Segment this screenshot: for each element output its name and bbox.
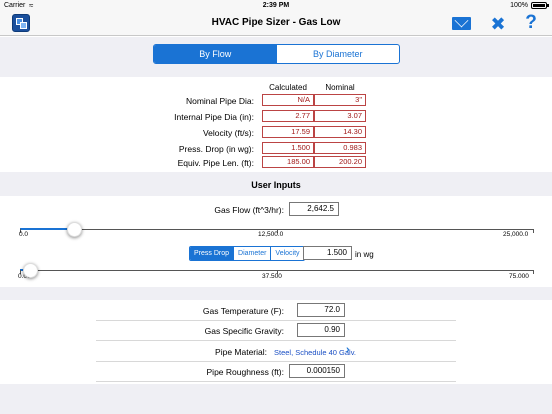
slider-tick-min (20, 229, 21, 233)
constraint-slider-max-label: 75.000 (509, 273, 529, 280)
gas-specific-gravity-label: Gas Specific Gravity: (204, 326, 284, 336)
flow-slider-max-label: 25,000.0 (503, 231, 529, 238)
gas-flow-label: Gas Flow (ft^3/hr): (214, 205, 284, 215)
result-label-velocity: Velocity (ft/s): (202, 128, 254, 138)
result-label-nominal-dia: Nominal Pipe Dia: (185, 96, 254, 106)
col-header-calculated: Calculated (269, 83, 307, 92)
result-nominal-press-drop: 0.983 (314, 142, 366, 154)
gas-temperature-label: Gas Temperature (F): (202, 306, 284, 316)
wifi-icon: ≈ (29, 1, 34, 10)
constraint-tick-mid (277, 270, 278, 274)
status-bar: Carrier ≈ 2:39 PM 100% (0, 0, 552, 12)
constraint-input[interactable]: 1.500 (303, 246, 352, 260)
result-nominal-velocity: 14.30 (314, 126, 366, 138)
flow-slider-min-label: 0.0 (19, 231, 29, 238)
battery-icon (531, 2, 549, 9)
tab-press-drop[interactable]: Press Drop (190, 247, 235, 260)
gas-specific-gravity-input[interactable]: 0.90 (297, 323, 345, 337)
tab-diameter[interactable]: Diameter (234, 247, 272, 260)
bottom-band (0, 384, 552, 414)
tab-velocity[interactable]: Velocity (275, 250, 300, 257)
result-nominal-nominal-dia: 3" (314, 94, 366, 106)
battery-percent: 100% (510, 2, 528, 9)
nav-bar: HVAC Pipe Sizer - Gas Low ✖ ? (0, 12, 552, 36)
pipe-material-label: Pipe Material: (215, 347, 267, 357)
result-nominal-internal-dia: 3.07 (314, 110, 366, 122)
slider-tick-mid (277, 229, 278, 233)
result-calculated-nominal-dia: N/A (262, 94, 314, 106)
constraint-unit: in wg (355, 250, 374, 259)
result-label-press-drop: Press. Drop (in wg): (178, 144, 254, 154)
result-label-internal-dia: Internal Pipe Dia (in): (174, 112, 254, 122)
tools-icon[interactable]: ✖ (490, 14, 506, 34)
result-calculated-equiv-len: 185.00 (262, 156, 314, 168)
tab-by-flow[interactable]: By Flow (154, 45, 277, 63)
flow-slider-mid-label: 12,500.0 (258, 231, 284, 238)
row-divider (96, 381, 456, 382)
result-label-equiv-len: Equiv. Pipe Len. (ft): (177, 158, 254, 168)
help-icon[interactable]: ? (525, 12, 537, 33)
row-divider (96, 320, 456, 321)
gas-temperature-input[interactable]: 72.0 (297, 303, 345, 317)
result-calculated-velocity: 17.59 (262, 126, 314, 138)
row-divider (96, 340, 456, 341)
constraint-slider-thumb[interactable] (22, 263, 38, 278)
app-logo-icon[interactable] (12, 14, 30, 32)
constraint-slider-mid-label: 37.500 (262, 273, 282, 280)
constraint-slider-min-label: 0.00 (18, 273, 31, 280)
page-title: HVAC Pipe Sizer - Gas Low (211, 17, 341, 28)
pipe-roughness-label: Pipe Roughness (ft): (206, 367, 284, 377)
status-time: 2:39 PM (262, 2, 290, 9)
constraint-tick-min (20, 270, 21, 274)
mail-icon[interactable] (452, 17, 471, 30)
gas-flow-input[interactable]: 2,642.5 (289, 202, 339, 216)
gas-flow-slider-thumb[interactable] (66, 222, 82, 237)
section-title-user-inputs: User Inputs (251, 180, 301, 190)
pipe-material-row[interactable]: Pipe Material: Steel, Schedule 40 Galv. … (96, 341, 456, 361)
constraint-segmented-control: Press Drop Diameter Velocity (189, 246, 305, 261)
tab-by-diameter[interactable]: By Diameter (312, 49, 363, 59)
pipe-roughness-input[interactable]: 0.000150 (289, 364, 345, 378)
mode-segmented-control: By Flow By Diameter (153, 44, 400, 64)
properties-band (0, 287, 552, 300)
result-calculated-internal-dia: 2.77 (262, 110, 314, 122)
user-inputs-band (0, 172, 552, 196)
carrier-label: Carrier (4, 2, 26, 9)
result-calculated-press-drop: 1.500 (262, 142, 314, 154)
row-divider (96, 361, 456, 362)
result-nominal-equiv-len: 200.20 (314, 156, 366, 168)
slider-tick-max (533, 229, 534, 233)
col-header-nominal: Nominal (325, 83, 355, 92)
chevron-right-icon[interactable]: › (346, 344, 350, 356)
gas-flow-slider-fill (20, 228, 75, 230)
constraint-tick-max (533, 270, 534, 274)
pipe-material-value[interactable]: Steel, Schedule 40 Galv. (274, 348, 356, 357)
